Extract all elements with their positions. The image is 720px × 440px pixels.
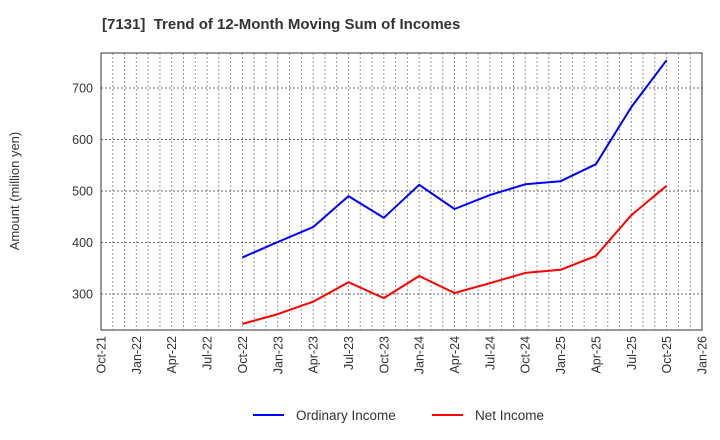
x-tick-label: Apr-25 [589,336,603,374]
x-axis-ticks: Oct-21 Jan-22 Apr-22 Jul-22 Oct-22 Jan-23 Apr-… [95,336,710,374]
legend-label: Net Income [475,408,544,423]
x-tick-label: Jul-23 [342,336,356,370]
legend-item: Ordinary Income [253,408,396,423]
x-tick-label: Jan-23 [271,336,285,374]
legend-label: Ordinary Income [296,408,396,423]
plot-frame [100,52,703,331]
x-tick-label: Jul-22 [201,336,215,370]
x-tick-label: Jul-25 [625,336,639,370]
x-tick-label: Oct-25 [660,336,674,374]
y-tick-label: 700 [72,82,93,96]
x-tick-label: Jan-25 [554,336,568,374]
x-tick-label: Apr-23 [307,336,321,374]
x-tick-label: Jan-22 [130,336,144,374]
series-line-net-income [242,185,668,325]
legend: Ordinary Income Net Income [253,408,544,423]
x-tick-label: Apr-22 [165,336,179,374]
y-axis-ticks: 300 400 500 600 700 [72,82,93,302]
series-lines [242,59,668,325]
x-tick-label: Jan-24 [413,336,427,374]
y-tick-label: 300 [72,288,93,302]
x-tick-label: Apr-24 [448,336,462,374]
y-tick-label: 600 [72,133,93,147]
legend-item: Net Income [432,408,544,423]
x-tick-label: Oct-22 [236,336,250,374]
x-tick-label: Jul-24 [483,336,497,370]
x-tick-label: Oct-21 [95,336,109,374]
series-line-ordinary-income [242,59,668,259]
y-tick-label: 500 [72,185,93,199]
x-tick-label: Oct-24 [519,336,533,374]
y-axis-label: Amount (million yen) [7,132,22,251]
chart-title: [7131] Trend of 12-Month Moving Sum of I… [102,16,461,33]
x-tick-label: Jan-26 [696,336,710,374]
grid-lines [101,53,702,330]
x-tick-label: Oct-23 [377,336,391,374]
y-tick-label: 400 [72,236,93,250]
